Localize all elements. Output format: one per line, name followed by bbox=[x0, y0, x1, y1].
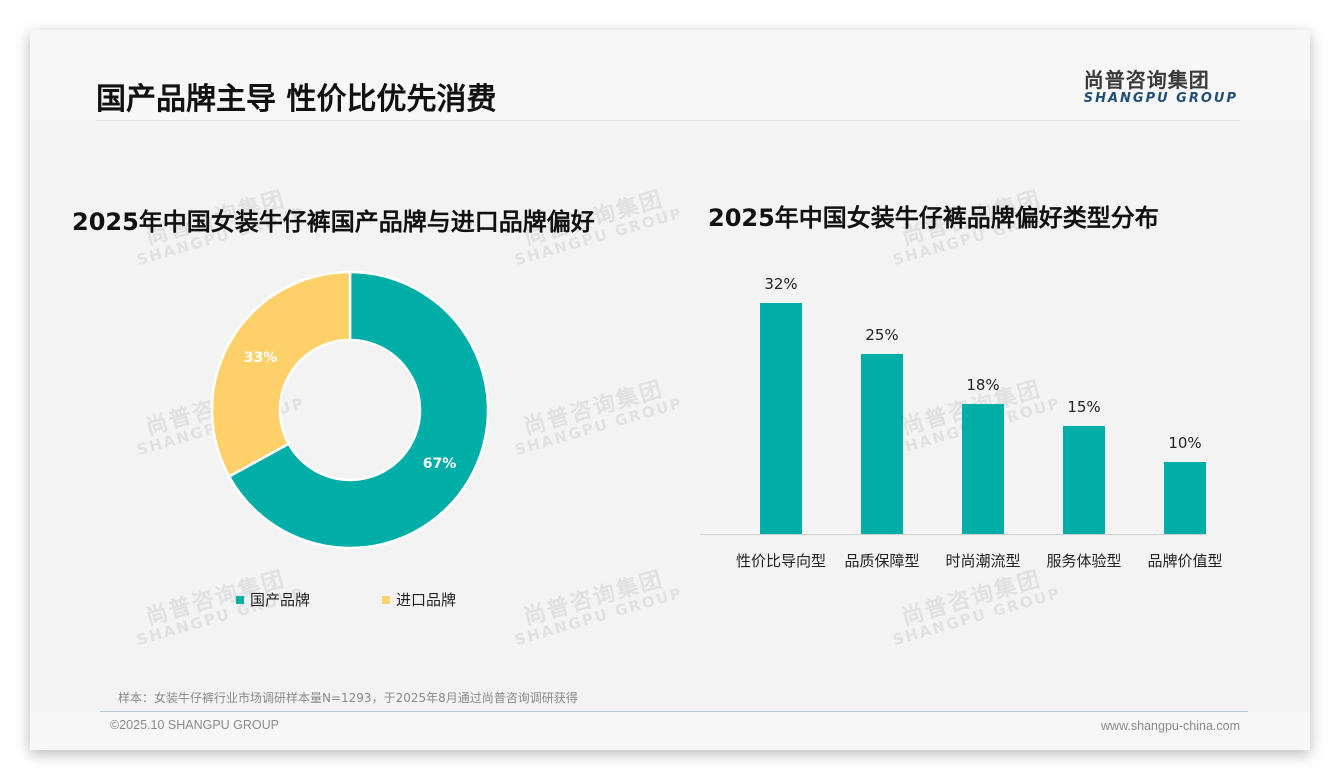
donut-slice-domestic bbox=[227, 270, 490, 550]
bar bbox=[760, 302, 802, 534]
category-label: 品牌价值型 bbox=[1147, 552, 1223, 570]
category-label: 时尚潮流型 bbox=[945, 552, 1021, 570]
donut-label-import: 33% bbox=[244, 350, 278, 366]
header-divider bbox=[96, 120, 1240, 121]
bar bbox=[962, 404, 1004, 534]
donut-slice-import bbox=[210, 270, 352, 479]
header-band bbox=[30, 30, 1310, 120]
donut-label-domestic: 67% bbox=[423, 456, 457, 472]
bar-value-label: 18% bbox=[966, 376, 1000, 395]
donut-legend: 国产品牌 进口品牌 bbox=[236, 589, 528, 610]
page-title: 国产品牌主导 性价比优先消费 bbox=[96, 82, 497, 117]
legend-swatch-yellow bbox=[382, 595, 390, 604]
logo-en-text: SHANGPU GROUP bbox=[1083, 91, 1238, 106]
footer-divider bbox=[100, 711, 1248, 712]
slide: 尚普咨询集团 SHANGPU GROUP 尚普咨询集团 SHANGPU GROUP … bbox=[30, 30, 1310, 750]
bar-value-label: 32% bbox=[764, 274, 798, 293]
legend-item-import: 进口品牌 bbox=[382, 589, 528, 610]
bar-chart: 32% 性价比导向型 25% 品质保障型 18% 时尚潮流型 15% 服务体验型… bbox=[700, 270, 1223, 570]
website-link[interactable]: www.shangpu-china.com bbox=[1101, 719, 1240, 733]
sample-note: 样本：女装牛仔裤行业市场调研样本量N=1293，于2025年8月通过尚普咨询调研… bbox=[118, 691, 578, 705]
category-label: 性价比导向型 bbox=[735, 552, 826, 570]
legend-label: 国产品牌 bbox=[250, 591, 311, 609]
x-axis-line bbox=[700, 534, 1206, 535]
donut-chart: 67% 33% bbox=[210, 270, 490, 550]
category-label: 服务体验型 bbox=[1046, 552, 1122, 570]
logo-cn-text: 尚普咨询集团 bbox=[1083, 68, 1210, 92]
bar bbox=[861, 353, 903, 534]
bar-value-label: 15% bbox=[1067, 397, 1101, 416]
copyright-text: ©2025.10 SHANGPU GROUP bbox=[110, 718, 279, 732]
bar-value-label: 10% bbox=[1168, 433, 1202, 452]
donut-chart-title: 2025年中国女装牛仔裤国产品牌与进口品牌偏好 bbox=[72, 208, 595, 236]
bar-value-label: 25% bbox=[865, 325, 899, 344]
legend-label: 进口品牌 bbox=[396, 591, 457, 609]
legend-swatch-teal bbox=[236, 595, 244, 604]
footer-band bbox=[30, 712, 1310, 750]
category-label: 品质保障型 bbox=[844, 552, 920, 570]
legend-item-domestic: 国产品牌 bbox=[236, 589, 382, 610]
bar-chart-title: 2025年中国女装牛仔裤品牌偏好类型分布 bbox=[708, 204, 1159, 232]
bar bbox=[1164, 461, 1206, 534]
company-logo: 尚普咨询集团 SHANGPU GROUP bbox=[1084, 64, 1238, 106]
bar bbox=[1063, 425, 1105, 534]
